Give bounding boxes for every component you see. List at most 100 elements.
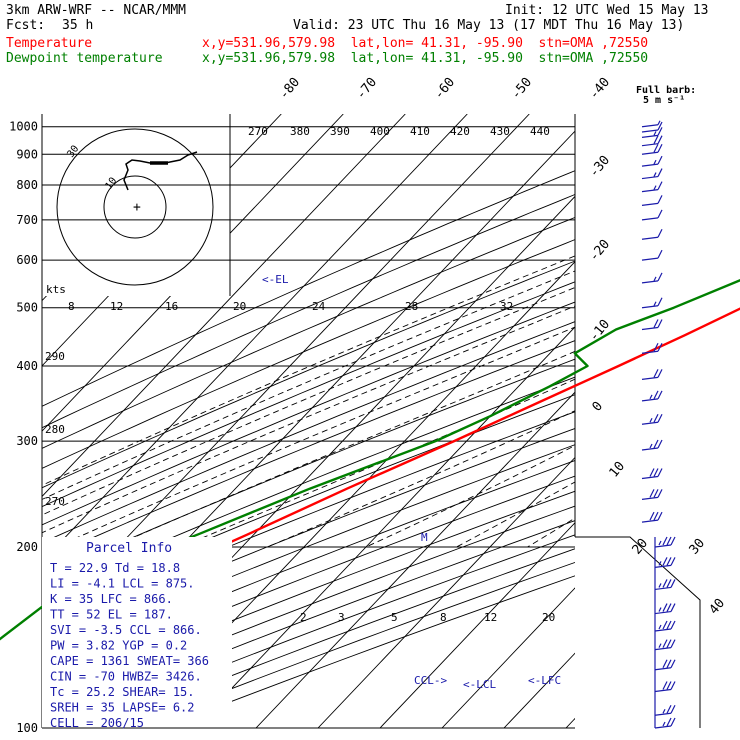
dry-adiabat — [42, 358, 575, 578]
pressure-label: 100 — [16, 721, 38, 735]
lcl-marker: <-LCL — [463, 678, 496, 691]
theta-label: 270 — [248, 125, 268, 138]
pressure-label: 400 — [16, 359, 38, 373]
wind-barb — [654, 659, 676, 671]
wind-barb — [654, 603, 676, 615]
wind-barb — [641, 489, 663, 500]
theta-e-label: 8 — [68, 300, 75, 313]
wind-barb — [641, 121, 663, 133]
isotherm-line — [317, 456, 575, 728]
theta-label: 440 — [530, 125, 550, 138]
parcel-info-panel: Parcel Info T = 22.9 Td = 18.8 LI = -4.1 … — [42, 537, 232, 730]
wind-barb — [641, 390, 663, 402]
hodograph-origin-icon: + — [133, 200, 141, 215]
m-marker: M — [421, 531, 428, 544]
parcel-info-row: Tc = 25.2 SHEAR= 15. — [50, 685, 195, 699]
temperature-legend: Temperature — [6, 36, 93, 51]
moist-adiabat — [42, 270, 575, 500]
pressure-label: 500 — [16, 301, 38, 315]
theta-label: 400 — [370, 125, 390, 138]
wind-barb — [654, 536, 676, 548]
wind-barb — [654, 639, 676, 651]
dry-adiabat — [42, 301, 575, 526]
theta-e-label: 12 — [110, 300, 123, 313]
dry-adiabat — [42, 427, 575, 641]
pressure-label: 1000 — [9, 120, 38, 134]
el-marker: <-EL — [262, 273, 289, 286]
isotherm-line — [42, 114, 468, 563]
wind-barb — [641, 228, 663, 240]
wind-barb — [641, 195, 663, 206]
parcel-info-row: CIN = -70 HWBZ= 3426. — [50, 670, 202, 684]
init-time: Init: 12 UTC Wed 15 May 13 — [505, 3, 709, 18]
valid-time: Valid: 23 UTC Thu 16 May 13 (17 MDT Thu … — [293, 18, 685, 33]
dry-adiabat — [162, 575, 575, 728]
dry-adiabat — [42, 475, 575, 685]
kts-label: kts — [46, 283, 66, 296]
ccl-marker: CCL-> — [414, 674, 447, 687]
isotherm-line — [441, 587, 575, 728]
mixing-ratio-label: 5 — [391, 611, 398, 624]
parcel-info-row: LI = -4.1 LCL = 875. — [50, 577, 195, 591]
theta-label: 430 — [490, 125, 510, 138]
theta-label: 420 — [450, 125, 470, 138]
parcel-info-row: K = 35 LFC = 866. — [50, 592, 173, 606]
hodograph-trace — [123, 151, 198, 191]
markers: <-EL kts M CCL-> <-LCL <-LFC Full barb: … — [46, 85, 696, 691]
parcel-info-row: SVI = -3.5 CCL = 866. — [50, 623, 202, 637]
pressure-label: 300 — [16, 434, 38, 448]
barb-legend-units: 5 m s⁻¹ — [643, 95, 685, 106]
wind-barb — [641, 209, 663, 221]
wind-barb — [641, 272, 663, 284]
wind-barb — [641, 369, 663, 380]
dry-adiabat — [42, 340, 575, 561]
forecast-label: Fcst: — [6, 18, 46, 33]
isotherm-label: 40 — [707, 596, 729, 618]
wind-barb — [641, 439, 663, 451]
isotherm-label: -80 — [277, 75, 304, 103]
dry-adiabat — [42, 239, 575, 469]
isotherm-line — [379, 522, 575, 728]
dry-adiabat — [42, 376, 575, 594]
wind-barb — [641, 181, 663, 193]
dry-adiabat — [42, 411, 575, 626]
isotherm-label: 30 — [687, 536, 709, 558]
wind-barb — [641, 319, 663, 331]
dry-adiabat — [42, 216, 575, 449]
isotherm-label: -10 — [587, 317, 614, 345]
isotherm-line — [628, 114, 740, 728]
isotherm-line — [503, 652, 575, 728]
temperature-location: x,y=531.96,579.98 lat,lon= 41.31, -95.90… — [202, 36, 649, 51]
theta-top-labels: 270 380 390 400 410 420 430 440 8 12 16 20 24 28 32 290… — [45, 125, 550, 508]
isotherm-line — [42, 114, 344, 432]
wind-barb — [641, 127, 663, 138]
mixing-ratio-label: 2 — [300, 611, 307, 624]
theta-label: 410 — [410, 125, 430, 138]
isotherm-label: -30 — [587, 153, 614, 181]
isotherm-line — [42, 114, 406, 498]
lfc-marker: <-LFC — [528, 674, 561, 687]
model-title: 3km ARW-WRF -- NCAR/MMM — [6, 3, 187, 18]
wind-barb — [641, 342, 663, 354]
mixing-ratio-label: 20 — [542, 611, 555, 624]
pressure-label: 600 — [16, 253, 38, 267]
wind-barb — [641, 249, 663, 261]
moist-adiabat — [111, 350, 575, 548]
wind-profile-frame — [575, 536, 701, 728]
parcel-info-row: CAPE = 1361 SWEAT= 366 — [50, 654, 209, 668]
mixing-ratio-label: 8 — [440, 611, 447, 624]
pressure-label: 800 — [16, 178, 38, 192]
theta-e-label: 24 — [312, 300, 326, 313]
isotherm-label: -50 — [509, 75, 536, 103]
parcel-info-row: TT = 52 EL = 187. — [50, 608, 173, 622]
isotherm-line — [565, 717, 575, 728]
dry-adiabat — [42, 260, 575, 489]
dewpoint-legend: Dewpoint temperature — [6, 51, 163, 66]
dewpoint-location: x,y=531.96,579.98 lat,lon= 41.31, -95.90… — [202, 51, 649, 66]
dry-adiabat — [42, 321, 575, 544]
hodograph-outer-ring — [56, 128, 214, 286]
parcel-info-row: T = 22.9 Td = 18.8 — [50, 561, 180, 575]
wind-barb — [654, 579, 676, 591]
wind-barb — [641, 414, 663, 425]
